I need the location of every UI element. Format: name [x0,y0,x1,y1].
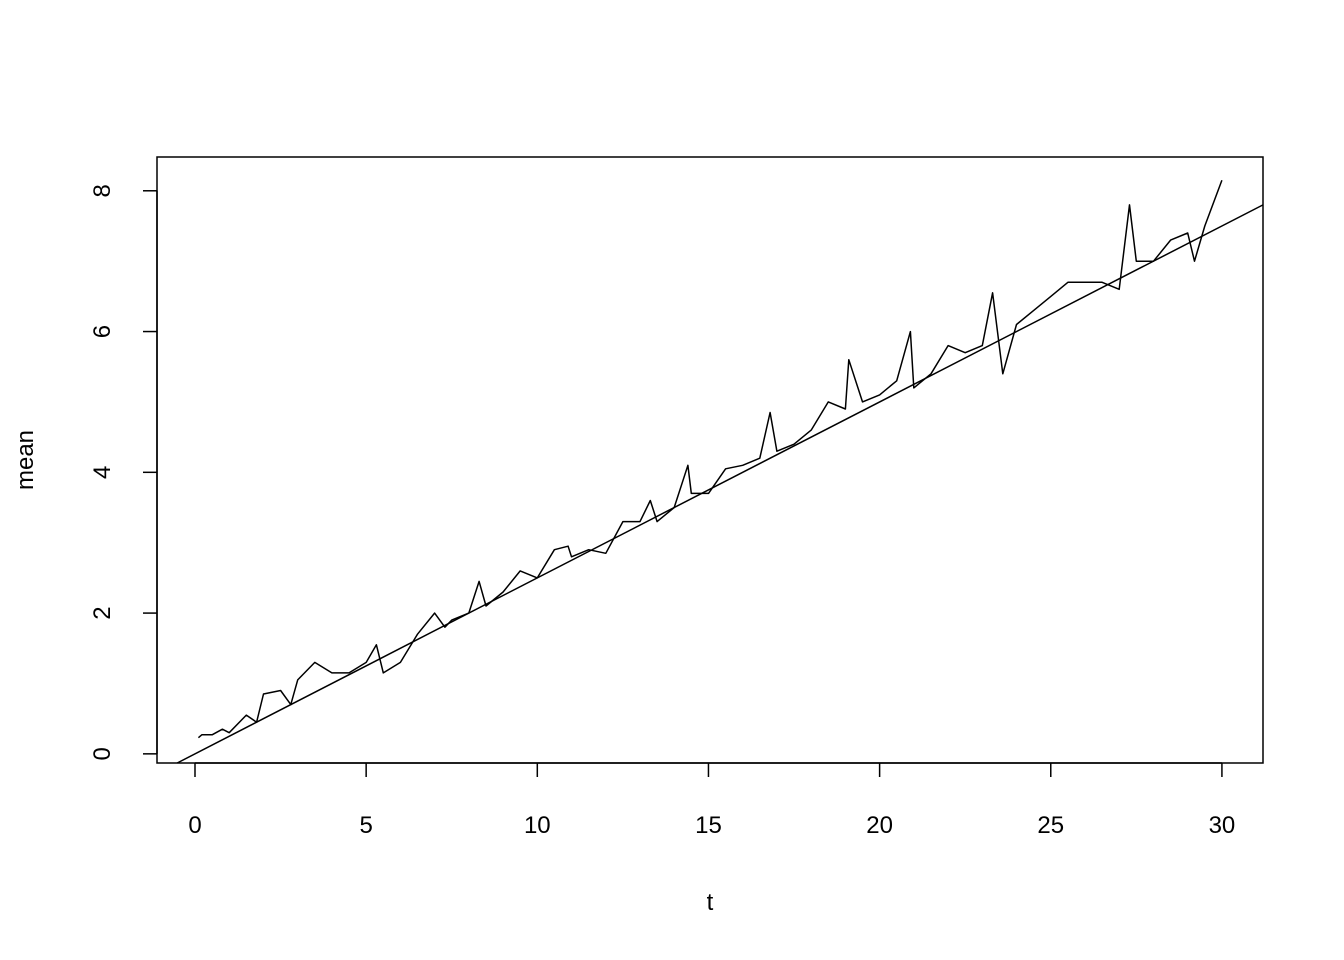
y-tick-label: 4 [89,466,116,479]
y-tick-label: 2 [89,606,116,619]
series-line-0 [197,179,1223,739]
x-tick-label: 20 [866,812,893,839]
plot-box [156,156,1264,764]
x-tick-label: 15 [695,812,722,839]
x-tick-label: 25 [1037,812,1064,839]
x-tick-label: 10 [524,812,551,839]
y-tick-label: 8 [89,184,116,197]
x-tick-label: 5 [359,812,372,839]
regression-line [176,204,1264,764]
y-axis-label: mean [12,430,39,490]
x-axis-label: t [707,889,714,916]
y-tick-label: 0 [89,747,116,760]
x-tick-label: 0 [188,812,201,839]
y-tick-label: 6 [89,325,116,338]
x-tick-label: 30 [1209,812,1236,839]
